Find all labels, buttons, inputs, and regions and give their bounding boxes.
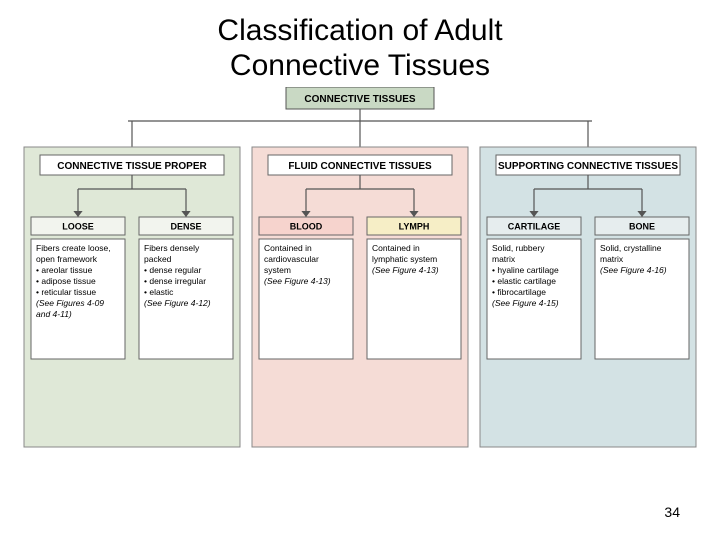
- child-desc-line: matrix: [492, 254, 516, 264]
- child-desc-line: Solid, crystalline: [600, 243, 662, 253]
- child-header: LYMPH: [399, 222, 430, 232]
- root-label: CONNECTIVE TISSUES: [304, 94, 415, 105]
- child-ref-line: (See Figure 4-13): [372, 265, 439, 275]
- child-desc-line: • areolar tissue: [36, 265, 93, 275]
- child-ref-line: (See Figure 4-12): [144, 298, 211, 308]
- child-header: CARTILAGE: [508, 222, 561, 232]
- child-ref-line: (See Figure 4-16): [600, 265, 667, 275]
- child-ref-line: (See Figure 4-13): [264, 276, 331, 286]
- child-desc-line: matrix: [600, 254, 624, 264]
- child-desc-line: • elastic: [144, 287, 174, 297]
- classification-diagram: CONNECTIVE TISSUES CONNECTIVE TISSUE PROP…: [20, 87, 700, 457]
- child-header: BONE: [629, 222, 655, 232]
- child-desc-line: • fibrocartilage: [492, 287, 546, 297]
- group-header: SUPPORTING CONNECTIVE TISSUES: [498, 161, 678, 172]
- child-desc-line: Fibers create loose,: [36, 243, 111, 253]
- child-header: BLOOD: [290, 222, 323, 232]
- page-title: Classification of Adult Connective Tissu…: [0, 0, 720, 83]
- child-desc-line: • adipose tissue: [36, 276, 96, 286]
- child-desc-line: • elastic cartilage: [492, 276, 556, 286]
- child-desc-line: system: [264, 265, 291, 275]
- child-desc-line: • dense irregular: [144, 276, 206, 286]
- child-ref-line: (See Figure 4-15): [492, 298, 559, 308]
- child-desc-line: open framework: [36, 254, 98, 264]
- title-line-2: Connective Tissues: [230, 49, 490, 82]
- child-ref-line: and 4-11): [36, 309, 72, 319]
- child-desc-line: Contained in: [372, 243, 420, 253]
- child-desc-line: cardiovascular: [264, 254, 319, 264]
- child-desc-line: Contained in: [264, 243, 312, 253]
- child-ref-line: (See Figures 4-09: [36, 298, 104, 308]
- child-desc-line: • dense regular: [144, 265, 201, 275]
- child-header: LOOSE: [62, 222, 94, 232]
- child-desc-line: packed: [144, 254, 172, 264]
- child-desc-line: • hyaline cartilage: [492, 265, 559, 275]
- title-line-1: Classification of Adult: [217, 14, 502, 47]
- child-desc-line: Fibers densely: [144, 243, 200, 253]
- group-header: CONNECTIVE TISSUE PROPER: [57, 161, 207, 172]
- child-desc-line: • reticular tissue: [36, 287, 96, 297]
- child-desc-line: lymphatic system: [372, 254, 437, 264]
- child-desc-line: Solid, rubbery: [492, 243, 545, 253]
- page-number: 34: [664, 504, 680, 520]
- group-header: FLUID CONNECTIVE TISSUES: [288, 161, 432, 172]
- child-header: DENSE: [170, 222, 201, 232]
